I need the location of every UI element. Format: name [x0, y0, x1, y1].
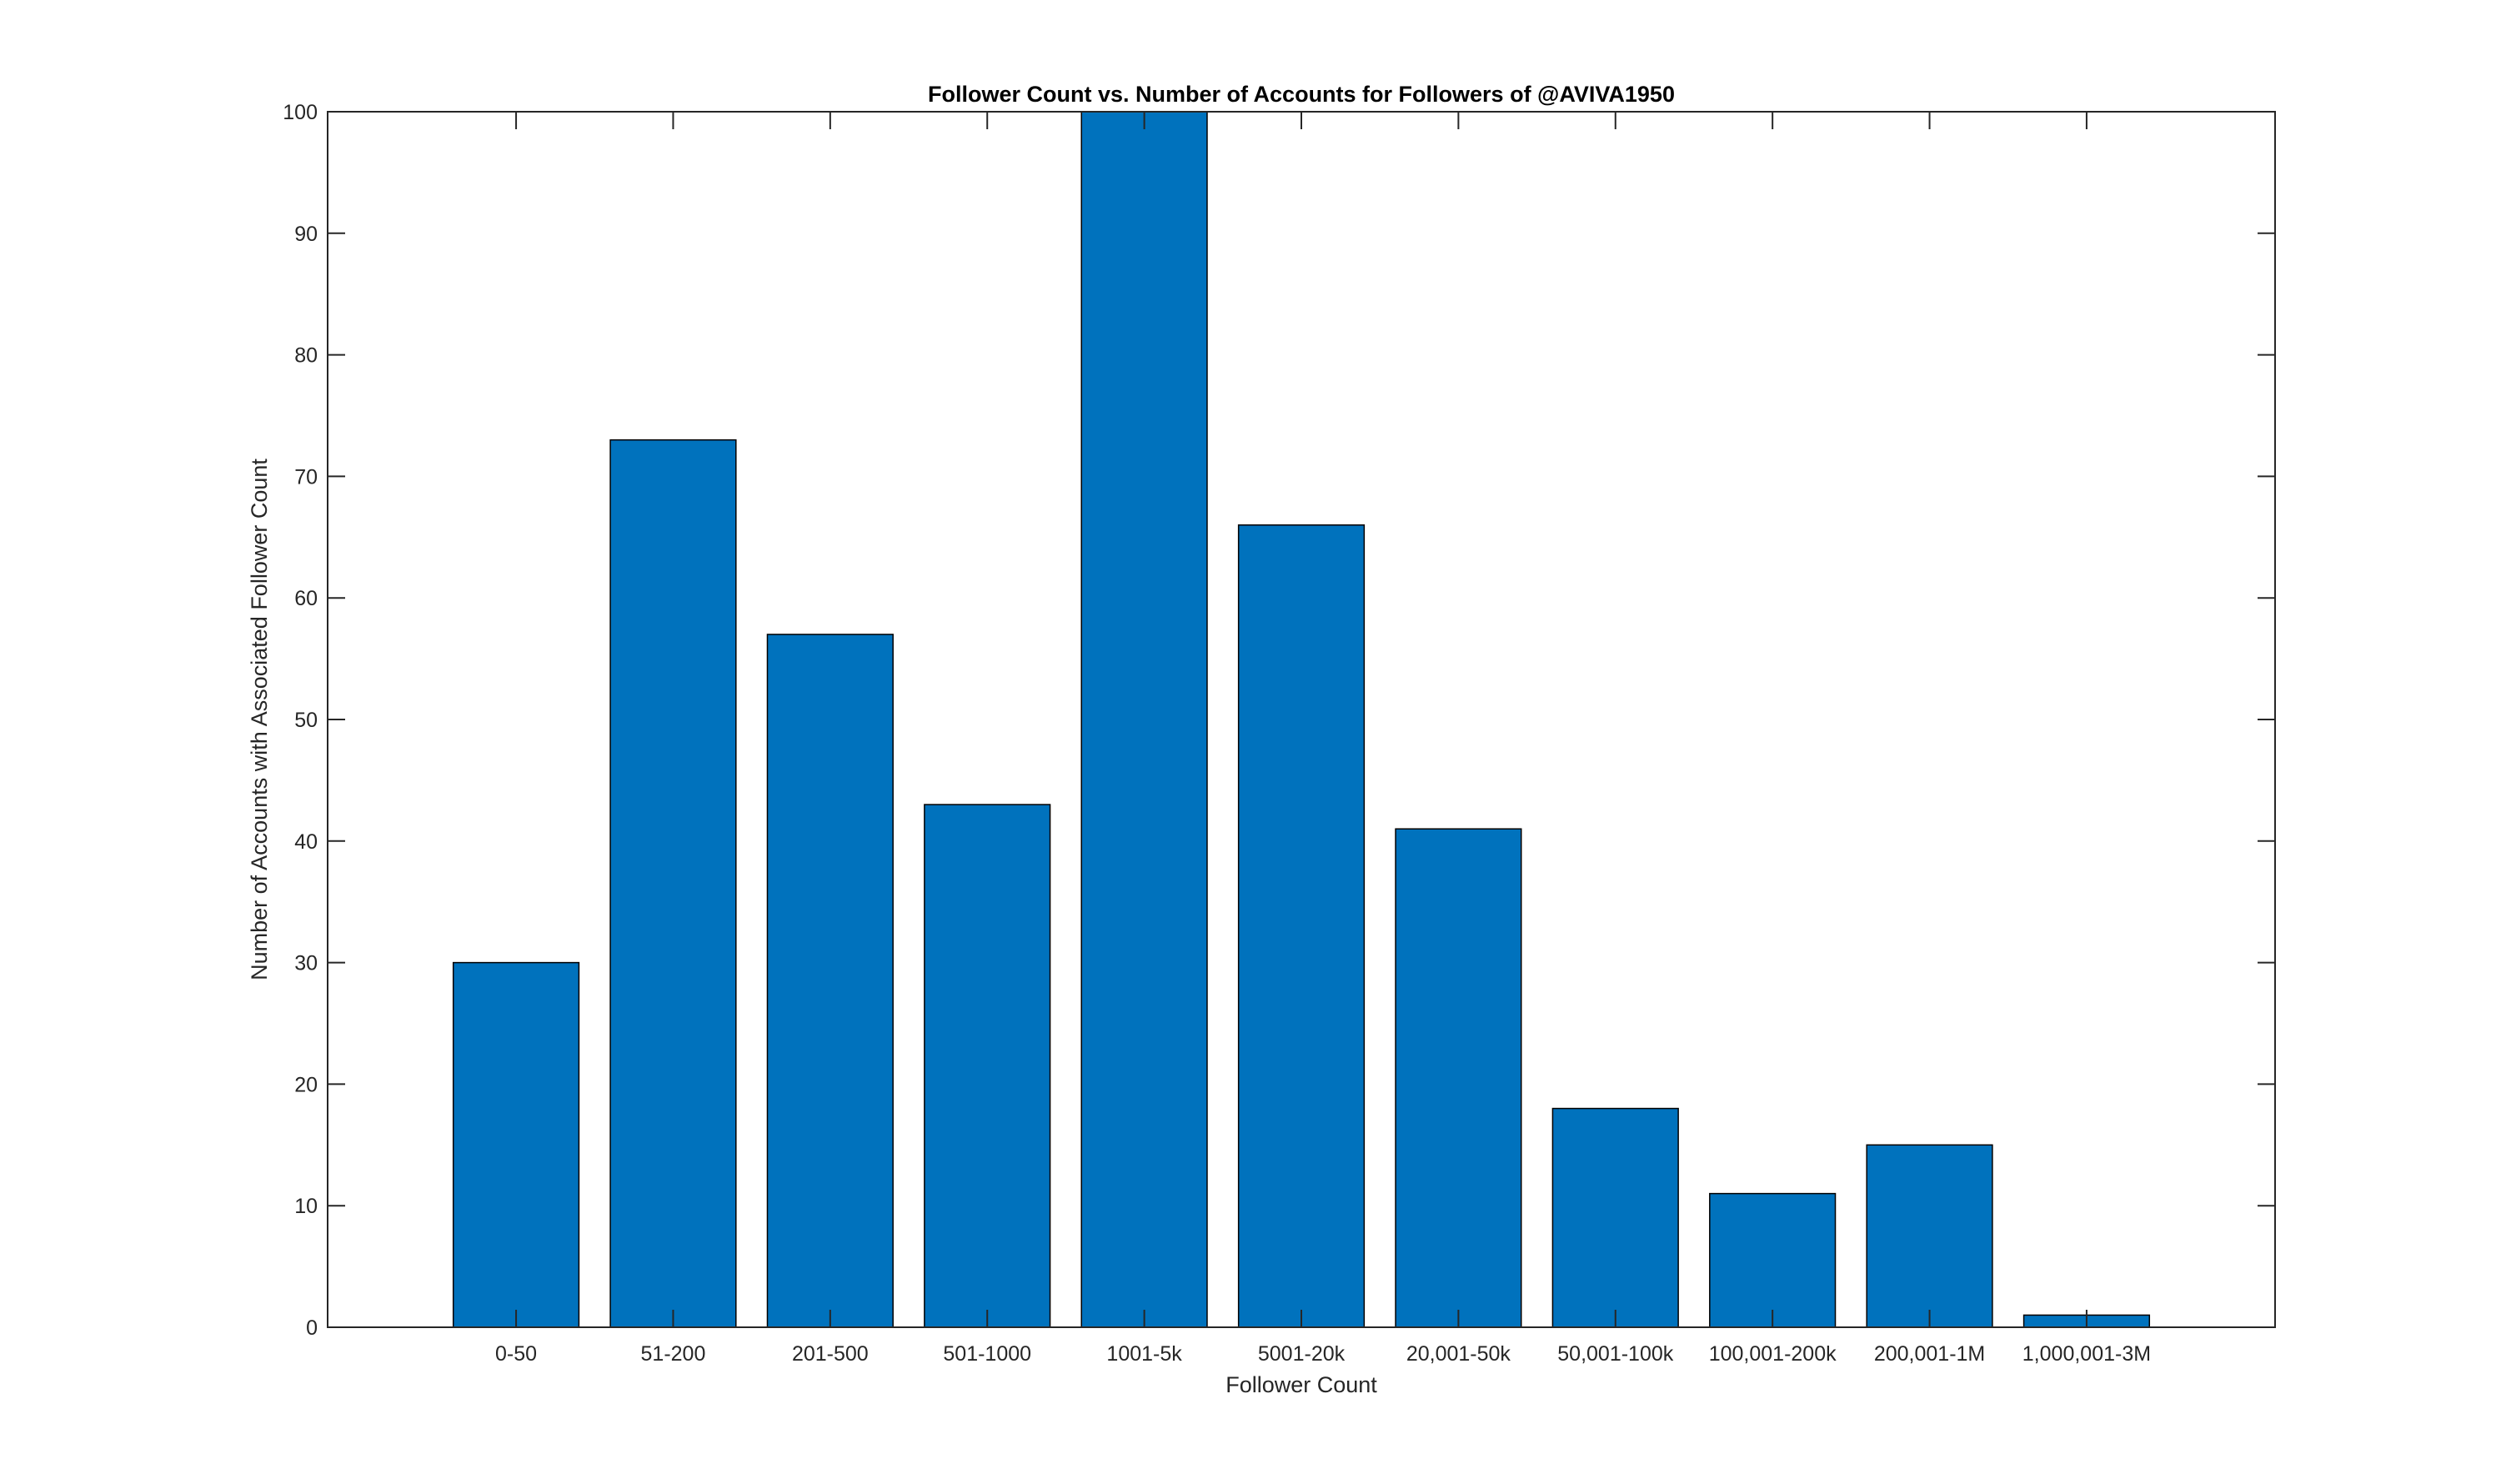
y-axis-ticks: 0 10 20 30 40 50 60 70 80 90 100	[283, 101, 2275, 1340]
bar-1	[452, 961, 580, 1328]
x-tick-label-4: 501-1000	[943, 1342, 1031, 1366]
x-tick-label-11: 1,000,001-3M	[2022, 1342, 2151, 1366]
y-tick-label-90: 90	[294, 223, 318, 246]
bar-9	[1709, 1192, 1837, 1328]
y-tick-label-70: 70	[294, 465, 318, 489]
bar-6	[1237, 524, 1366, 1328]
x-tick-label-6: 5001-20k	[1258, 1342, 1346, 1366]
y-tick-label-80: 80	[294, 344, 318, 368]
x-axis-ticks: 0-50 51-200 201-500 501-1000 1001-5k 5001-20k…	[495, 112, 2151, 1366]
y-axis-label: Number of Accounts with Associated Follo…	[247, 459, 272, 980]
x-tick-label-10: 200,001-1M	[1874, 1342, 1985, 1366]
plot-area: 0 10 20 30 40 50 60 70 80 90 100 0-50 51-200 201-500…	[283, 101, 2276, 1366]
bar-7	[1395, 828, 1522, 1328]
y-tick-label-50: 50	[294, 709, 318, 732]
bar-2	[609, 439, 737, 1328]
x-tick-label-1: 0-50	[495, 1342, 537, 1366]
y-tick-label-0: 0	[306, 1316, 318, 1340]
y-tick-label-20: 20	[294, 1073, 318, 1096]
x-tick-label-5: 1001-5k	[1106, 1342, 1182, 1366]
y-tick-label-100: 100	[283, 101, 318, 124]
bar-3	[766, 634, 894, 1328]
bar-8	[1551, 1107, 1679, 1328]
axes-box	[327, 111, 2276, 1328]
x-tick-label-9: 100,001-200k	[1709, 1342, 1837, 1366]
y-tick-label-40: 40	[294, 830, 318, 854]
bar-4	[924, 804, 1051, 1328]
bar-10	[1866, 1144, 1993, 1328]
x-tick-label-8: 50,001-100k	[1557, 1342, 1674, 1366]
x-tick-label-7: 20,001-50k	[1406, 1342, 1511, 1366]
x-tick-label-3: 201-500	[792, 1342, 869, 1366]
y-tick-label-60: 60	[294, 587, 318, 610]
x-axis-label: Follower Count	[1225, 1372, 1377, 1397]
chart-title: Follower Count vs. Number of Accounts fo…	[928, 82, 1675, 107]
bar-5	[1080, 111, 1208, 1328]
y-tick-label-30: 30	[294, 952, 318, 975]
y-tick-label-10: 10	[294, 1195, 318, 1218]
bars	[452, 111, 2151, 1328]
x-tick-label-2: 51-200	[641, 1342, 706, 1366]
